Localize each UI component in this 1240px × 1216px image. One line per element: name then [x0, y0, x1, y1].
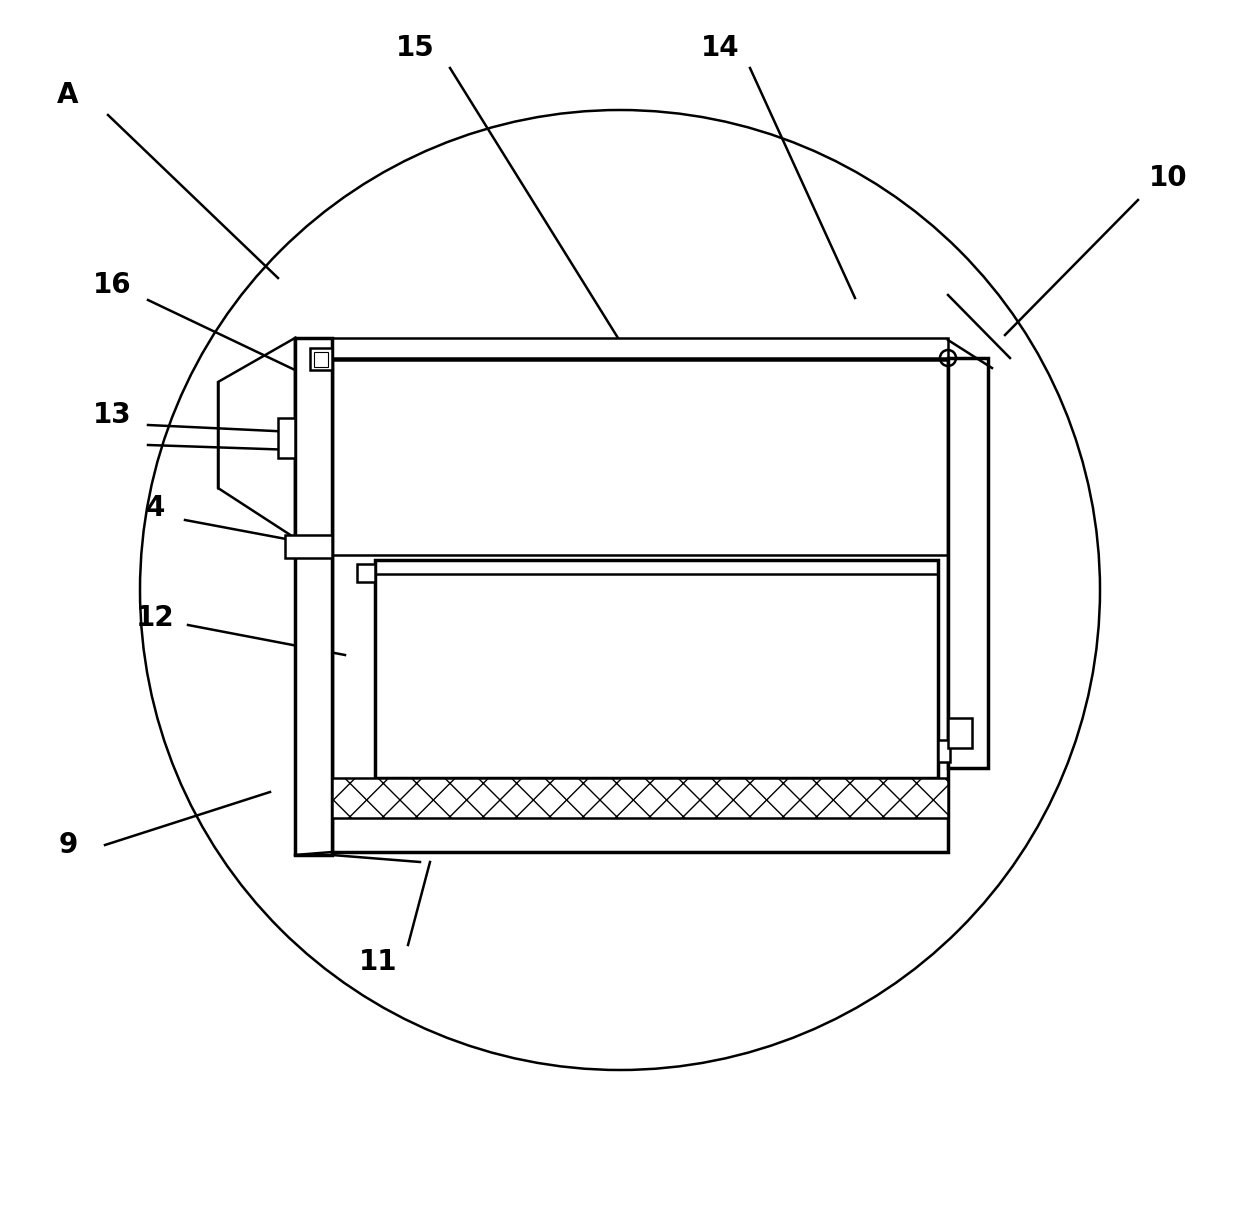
- Bar: [295, 338, 332, 855]
- Text: 15: 15: [396, 34, 434, 62]
- Bar: [314, 351, 329, 367]
- Text: 12: 12: [135, 604, 175, 632]
- Text: 13: 13: [93, 401, 131, 429]
- Bar: [332, 778, 949, 818]
- Bar: [937, 741, 950, 762]
- Bar: [285, 535, 332, 558]
- Text: 11: 11: [358, 948, 397, 976]
- Text: 14: 14: [701, 34, 739, 62]
- Polygon shape: [218, 338, 295, 537]
- Bar: [357, 564, 374, 582]
- Bar: [310, 348, 332, 370]
- Bar: [949, 358, 988, 769]
- Text: 9: 9: [58, 831, 78, 858]
- Text: A: A: [57, 81, 79, 109]
- Bar: [332, 358, 949, 852]
- Text: 10: 10: [1148, 164, 1188, 192]
- Bar: [278, 418, 295, 458]
- Text: 4: 4: [145, 494, 165, 522]
- Text: 16: 16: [93, 271, 131, 299]
- Bar: [949, 717, 972, 748]
- Bar: [332, 338, 949, 358]
- Bar: [374, 561, 937, 778]
